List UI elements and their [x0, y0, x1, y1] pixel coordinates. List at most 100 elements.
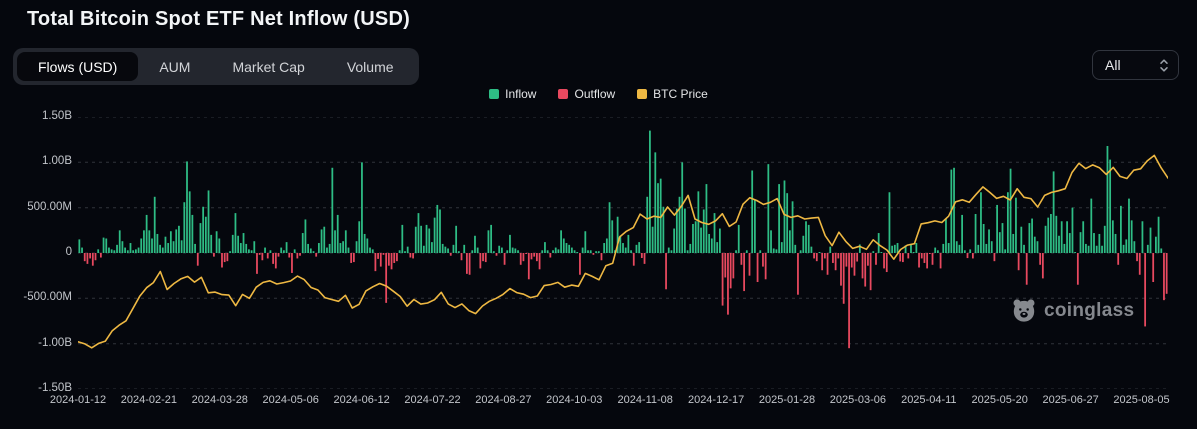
- flow-bar[interactable]: [640, 253, 643, 258]
- flow-bar[interactable]: [740, 253, 743, 265]
- flow-bar[interactable]: [172, 241, 175, 253]
- flow-bar[interactable]: [336, 214, 339, 253]
- flow-bar[interactable]: [622, 243, 624, 253]
- flow-bar[interactable]: [1165, 253, 1168, 294]
- flow-bar[interactable]: [603, 243, 606, 253]
- flow-bar[interactable]: [498, 245, 501, 253]
- flow-bar[interactable]: [132, 250, 135, 253]
- flow-bar[interactable]: [97, 249, 100, 253]
- flow-bar[interactable]: [431, 242, 433, 253]
- flow-bar[interactable]: [840, 253, 842, 286]
- flow-bar[interactable]: [334, 230, 336, 253]
- flow-bar[interactable]: [665, 253, 667, 290]
- flow-bar[interactable]: [700, 227, 702, 253]
- flow-bar[interactable]: [810, 246, 813, 253]
- flow-bar[interactable]: [328, 243, 331, 253]
- flow-bar[interactable]: [579, 253, 581, 275]
- flow-bar[interactable]: [864, 253, 867, 287]
- flow-bar[interactable]: [546, 250, 549, 253]
- flow-bar[interactable]: [958, 244, 961, 253]
- flow-bar[interactable]: [83, 253, 86, 262]
- flow-bar[interactable]: [1136, 253, 1138, 262]
- flow-bar[interactable]: [554, 247, 557, 253]
- flow-bar[interactable]: [867, 253, 869, 266]
- flow-bar[interactable]: [226, 253, 229, 262]
- flow-bar[interactable]: [358, 221, 361, 253]
- flow-bar[interactable]: [487, 230, 490, 253]
- flow-bar[interactable]: [78, 239, 81, 253]
- flow-bar[interactable]: [1071, 207, 1074, 253]
- flow-bar[interactable]: [199, 223, 202, 253]
- flow-bar[interactable]: [210, 234, 213, 253]
- flow-bar[interactable]: [974, 214, 977, 253]
- flow-bar[interactable]: [1109, 159, 1112, 253]
- legend-item-outflow[interactable]: Outflow: [558, 87, 615, 101]
- flow-bar[interactable]: [393, 253, 396, 263]
- flow-bar[interactable]: [140, 238, 143, 253]
- flow-bar[interactable]: [1047, 217, 1050, 253]
- flow-bar[interactable]: [105, 238, 108, 253]
- flow-bar[interactable]: [1103, 225, 1106, 253]
- flow-bar[interactable]: [541, 250, 544, 253]
- flow-bar[interactable]: [1090, 198, 1093, 253]
- flow-bar[interactable]: [417, 213, 420, 253]
- flow-bar[interactable]: [856, 253, 859, 262]
- flow-bar[interactable]: [813, 253, 815, 259]
- flow-bar[interactable]: [183, 202, 186, 253]
- flow-bar[interactable]: [129, 243, 132, 253]
- flow-bar[interactable]: [845, 253, 848, 267]
- flow-bar[interactable]: [387, 253, 390, 266]
- flow-bar[interactable]: [1001, 223, 1004, 253]
- flow-bar[interactable]: [1146, 244, 1149, 253]
- flow-bar[interactable]: [506, 250, 509, 253]
- flow-bar[interactable]: [778, 184, 780, 253]
- flow-bar[interactable]: [202, 206, 205, 253]
- flow-bar[interactable]: [961, 214, 963, 253]
- flow-bar[interactable]: [654, 152, 657, 253]
- flow-bar[interactable]: [643, 253, 646, 264]
- flow-bar[interactable]: [751, 170, 754, 253]
- flow-bar[interactable]: [1068, 233, 1071, 253]
- flow-bar[interactable]: [815, 253, 818, 262]
- flow-bar[interactable]: [719, 228, 721, 253]
- flow-bar[interactable]: [1020, 226, 1023, 253]
- flow-bar[interactable]: [1141, 221, 1144, 253]
- flow-bar[interactable]: [1117, 253, 1120, 265]
- flow-bar[interactable]: [748, 253, 751, 276]
- flow-bar[interactable]: [169, 231, 172, 253]
- flow-bar[interactable]: [597, 251, 600, 253]
- flow-bar[interactable]: [544, 242, 546, 253]
- flow-bar[interactable]: [713, 213, 716, 253]
- flows-chart[interactable]: [78, 117, 1168, 389]
- flow-bar[interactable]: [344, 230, 347, 253]
- flow-bar[interactable]: [783, 180, 786, 253]
- flow-bar[interactable]: [562, 238, 565, 253]
- flow-bar[interactable]: [552, 250, 554, 253]
- flow-bar[interactable]: [869, 253, 872, 291]
- flow-bar[interactable]: [371, 249, 374, 253]
- flow-bar[interactable]: [433, 217, 436, 253]
- flow-bar[interactable]: [791, 201, 794, 253]
- flow-bar[interactable]: [479, 253, 482, 269]
- flow-bar[interactable]: [248, 249, 250, 253]
- flow-bar[interactable]: [1039, 253, 1042, 265]
- flow-bar[interactable]: [829, 246, 832, 253]
- flow-bar[interactable]: [455, 225, 458, 253]
- flow-bar[interactable]: [788, 230, 791, 253]
- tab-volume[interactable]: Volume: [326, 52, 415, 81]
- flow-bar[interactable]: [436, 204, 439, 253]
- flow-bar[interactable]: [980, 192, 982, 253]
- flow-bar[interactable]: [767, 164, 770, 253]
- flow-bar[interactable]: [1055, 215, 1058, 253]
- flow-bar[interactable]: [560, 230, 562, 253]
- flow-bar[interactable]: [918, 253, 920, 268]
- flow-bar[interactable]: [649, 130, 651, 253]
- flow-bar[interactable]: [514, 248, 517, 253]
- flow-bar[interactable]: [99, 253, 102, 258]
- flow-bar[interactable]: [729, 253, 732, 289]
- flow-bar[interactable]: [476, 247, 479, 253]
- flow-bar[interactable]: [842, 253, 845, 304]
- flow-bar[interactable]: [834, 253, 837, 271]
- flow-bar[interactable]: [519, 253, 522, 265]
- flow-bar[interactable]: [196, 253, 199, 266]
